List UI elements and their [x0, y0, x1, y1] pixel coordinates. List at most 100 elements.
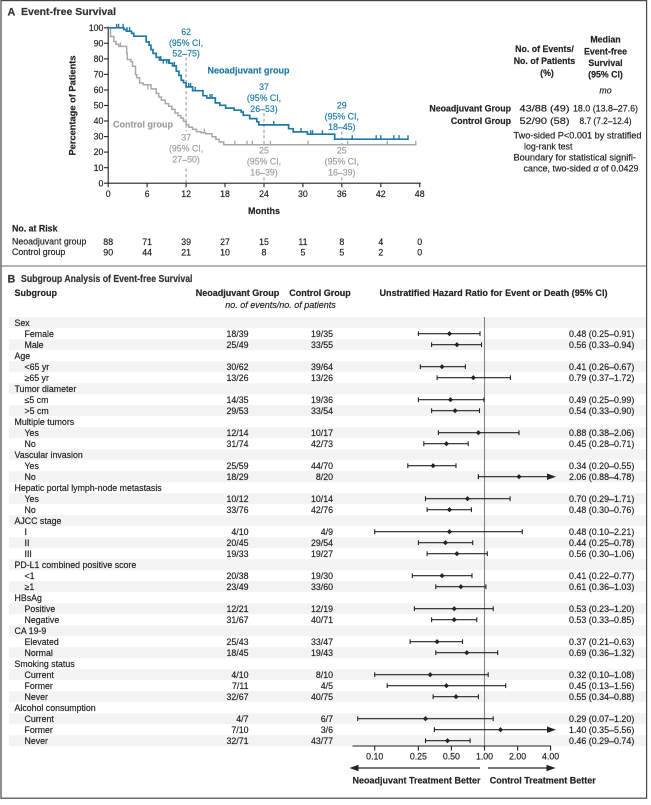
svg-text:Neoadjuvant Treatment Better: Neoadjuvant Treatment Better	[352, 776, 481, 786]
svg-text:No: No	[25, 439, 36, 449]
svg-text:≥65 yr: ≥65 yr	[25, 373, 49, 383]
svg-text:4/9: 4/9	[321, 527, 333, 537]
svg-text:(95% CI,: (95% CI,	[169, 143, 203, 153]
svg-text:(95% CI,: (95% CI,	[325, 112, 359, 122]
svg-text:0.29 (0.07–1.20): 0.29 (0.07–1.20)	[569, 714, 634, 724]
svg-text:Median: Median	[590, 35, 620, 45]
svg-text:(%): (%)	[540, 68, 554, 78]
svg-text:(95% CI,: (95% CI,	[169, 38, 203, 48]
svg-text:25/49: 25/49	[226, 340, 248, 350]
svg-text:Age: Age	[15, 351, 31, 361]
svg-text:no. of events/no. of patients: no. of events/no. of patients	[225, 300, 336, 310]
svg-text:0.44 (0.25–0.78): 0.44 (0.25–0.78)	[569, 538, 634, 548]
svg-text:12: 12	[181, 189, 191, 199]
svg-text:26–53): 26–53)	[250, 104, 277, 114]
svg-text:Subgroup: Subgroup	[15, 288, 58, 298]
svg-text:0.37 (0.21–0.63): 0.37 (0.21–0.63)	[569, 637, 634, 647]
svg-text:Tumor diameter: Tumor diameter	[15, 384, 77, 394]
svg-text:0.34 (0.20–0.55): 0.34 (0.20–0.55)	[569, 461, 634, 471]
svg-text:0.56 (0.33–0.94): 0.56 (0.33–0.94)	[569, 340, 634, 350]
svg-text:≤5 cm: ≤5 cm	[25, 395, 49, 405]
svg-text:10: 10	[220, 248, 230, 258]
svg-text:Yes: Yes	[25, 494, 40, 504]
svg-text:No: No	[25, 505, 36, 515]
svg-text:Two-sided P<0.001 by stratifie: Two-sided P<0.001 by stratified	[514, 131, 642, 141]
svg-text:No. of Events/: No. of Events/	[515, 44, 574, 54]
svg-text:Unstratified Hazard Ratio for: Unstratified Hazard Ratio for Event or D…	[380, 288, 608, 298]
svg-text:4/10: 4/10	[231, 527, 248, 537]
svg-text:33/54: 33/54	[311, 406, 333, 416]
svg-text:32/71: 32/71	[226, 736, 248, 746]
svg-text:29/54: 29/54	[311, 538, 333, 548]
svg-text:3/6: 3/6	[321, 725, 333, 735]
svg-text:Control group: Control group	[12, 247, 65, 257]
svg-text:Control group: Control group	[113, 120, 173, 130]
svg-text:0.48 (0.25–0.91): 0.48 (0.25–0.91)	[569, 329, 634, 339]
svg-text:I: I	[25, 527, 27, 537]
svg-text:10/17: 10/17	[311, 428, 333, 438]
svg-text:Subgroup Analysis of Event-fre: Subgroup Analysis of Event-free Survival	[21, 274, 193, 285]
svg-text:Never: Never	[25, 692, 49, 702]
svg-text:40/71: 40/71	[311, 615, 333, 625]
svg-text:0.56 (0.30–1.06): 0.56 (0.30–1.06)	[569, 549, 634, 559]
svg-text:(95% CI): (95% CI)	[588, 70, 623, 80]
svg-text:AJCC stage: AJCC stage	[15, 516, 62, 526]
svg-text:14/35: 14/35	[226, 395, 248, 405]
svg-text:8: 8	[339, 237, 344, 247]
svg-text:2.00: 2.00	[509, 751, 526, 761]
svg-text:(95% CI,: (95% CI,	[325, 157, 359, 167]
svg-text:27: 27	[220, 237, 230, 247]
svg-text:24: 24	[259, 189, 269, 199]
svg-text:20/45: 20/45	[226, 538, 248, 548]
svg-text:30/62: 30/62	[226, 362, 248, 372]
svg-text:0.46 (0.29–0.74): 0.46 (0.29–0.74)	[569, 736, 634, 746]
svg-text:25/59: 25/59	[226, 461, 248, 471]
svg-text:18–45): 18–45)	[328, 122, 355, 132]
svg-text:0.25: 0.25	[410, 751, 427, 761]
svg-text:42/73: 42/73	[311, 439, 333, 449]
svg-text:18.0 (13.8–27.6): 18.0 (13.8–27.6)	[573, 104, 638, 114]
svg-text:100: 100	[89, 23, 104, 33]
svg-text:mo: mo	[599, 86, 611, 96]
svg-text:log-rank test: log-rank test	[524, 142, 573, 152]
svg-text:Former: Former	[25, 681, 53, 691]
svg-text:Neoadjuvant Group: Neoadjuvant Group	[429, 104, 511, 114]
svg-text:0: 0	[106, 189, 111, 199]
svg-text:71: 71	[142, 237, 152, 247]
svg-text:33/60: 33/60	[311, 582, 333, 592]
svg-text:88: 88	[103, 237, 113, 247]
svg-text:0.50: 0.50	[443, 751, 460, 761]
svg-text:18/39: 18/39	[226, 329, 248, 339]
svg-text:16–39): 16–39)	[328, 168, 355, 178]
svg-text:80: 80	[94, 54, 104, 64]
svg-text:19/33: 19/33	[226, 549, 248, 559]
svg-text:Control Group: Control Group	[289, 288, 351, 298]
svg-text:CA 19-9: CA 19-9	[15, 626, 47, 636]
svg-text:Percentage of Patients: Percentage of Patients	[68, 56, 78, 156]
svg-text:44/70: 44/70	[311, 461, 333, 471]
svg-text:10: 10	[94, 163, 104, 173]
svg-text:42/76: 42/76	[311, 505, 333, 515]
svg-text:0.48 (0.10–2.21): 0.48 (0.10–2.21)	[569, 527, 634, 537]
svg-text:Neoadjuvant group: Neoadjuvant group	[12, 237, 86, 247]
svg-text:62: 62	[181, 27, 191, 37]
svg-text:0.41 (0.22–0.77): 0.41 (0.22–0.77)	[569, 571, 634, 581]
svg-text:>5 cm: >5 cm	[25, 406, 49, 416]
svg-text:Survival: Survival	[588, 58, 622, 68]
svg-text:43/88 (49): 43/88 (49)	[520, 104, 570, 114]
svg-text:36: 36	[337, 189, 347, 199]
svg-text:Negative: Negative	[25, 615, 60, 625]
svg-text:21: 21	[181, 248, 191, 258]
svg-text:60: 60	[94, 85, 104, 95]
svg-text:8/10: 8/10	[316, 670, 333, 680]
svg-text:2: 2	[378, 248, 383, 258]
svg-text:16–39): 16–39)	[250, 168, 277, 178]
svg-text:15: 15	[259, 237, 269, 247]
svg-text:37: 37	[181, 132, 191, 142]
svg-text:0.53 (0.23–1.20): 0.53 (0.23–1.20)	[569, 604, 634, 614]
svg-text:8.7 (7.2–12.4): 8.7 (7.2–12.4)	[580, 116, 632, 126]
svg-text:13/26: 13/26	[226, 373, 248, 383]
svg-text:29: 29	[337, 101, 347, 111]
svg-text:0.45 (0.13–1.56): 0.45 (0.13–1.56)	[569, 681, 634, 691]
svg-text:Multiple tumors: Multiple tumors	[15, 417, 75, 427]
